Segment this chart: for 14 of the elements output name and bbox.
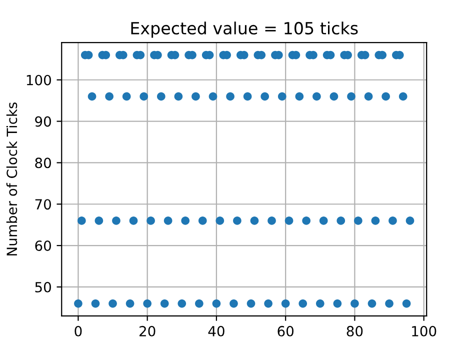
y-tick-label: 70 <box>35 199 51 210</box>
x-tick-label: 100 <box>412 326 436 336</box>
y-tick-label: 100 <box>26 74 51 86</box>
x-tick-label: 80 <box>346 326 363 336</box>
chart-title: Expected value = 105 ticks <box>131 22 358 38</box>
y-tick-label: 50 <box>35 282 51 292</box>
y-axis-title: Number of Clock Ticks <box>6 102 18 256</box>
x-tick-label: 0 <box>74 326 82 336</box>
x-tick-label: 20 <box>140 326 156 336</box>
x-tick-label: 40 <box>208 326 224 336</box>
y-tick-label: 80 <box>35 158 51 168</box>
y-tick-label: 90 <box>35 116 51 127</box>
y-tick-label: 60 <box>35 240 51 252</box>
x-tick-label: 60 <box>278 326 294 336</box>
